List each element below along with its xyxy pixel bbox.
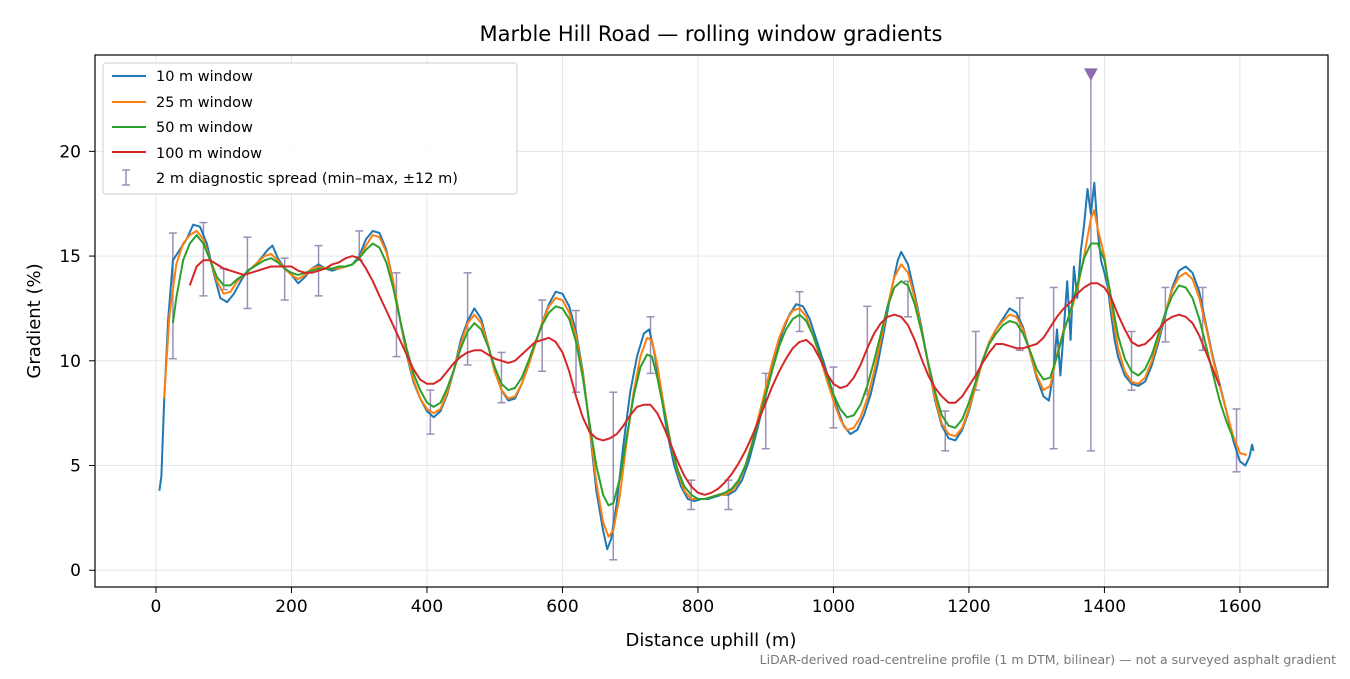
diagnostic-error-bar <box>538 299 547 373</box>
series-line-50m <box>171 234 1235 507</box>
diagnostic-error-bar <box>280 257 289 301</box>
legend-label-100m: 100 m window <box>156 146 262 162</box>
outlier-marker <box>1084 68 1098 81</box>
x-tick-label: 1600 <box>1218 597 1261 617</box>
legend-label-10m: 10 m window <box>156 69 253 85</box>
y-tick-label: 20 <box>59 142 81 162</box>
x-axis-label: Distance uphill (m) <box>626 630 797 651</box>
x-tick-label: 1000 <box>812 597 855 617</box>
diagnostic-error-bar <box>392 272 401 358</box>
legend-label-diagnostic: 2 m diagnostic spread (min–max, ±12 m) <box>156 171 458 187</box>
x-tick-label: 0 <box>151 597 162 617</box>
legend-box <box>102 62 518 195</box>
x-tick-label: 800 <box>682 597 714 617</box>
diagnostic-error-bar <box>1232 408 1241 473</box>
series-line-100m <box>188 255 1221 496</box>
y-axis-label: Gradient (%) <box>24 263 45 378</box>
legend-label-25m: 25 m window <box>156 95 253 111</box>
chart-title: Marble Hill Road — rolling window gradie… <box>480 22 943 46</box>
x-tick-label: 1400 <box>1083 597 1126 617</box>
y-tick-label: 5 <box>70 457 81 477</box>
x-tick-label: 400 <box>411 597 443 617</box>
x-tick-label: 600 <box>546 597 578 617</box>
x-tick-label: 200 <box>275 597 307 617</box>
y-tick-label: 10 <box>59 352 81 372</box>
footnote: LiDAR-derived road-centreline profile (1… <box>760 652 1336 667</box>
y-tick-label: 0 <box>70 561 81 581</box>
legend: 10 m window 25 m window 50 m window 100 … <box>102 62 518 195</box>
axis-ticks: 0 200 400 600 800 1000 1200 1400 1600 0 5 10 15 20 <box>59 142 1261 617</box>
y-tick-label: 15 <box>59 247 81 267</box>
x-tick-label: 1200 <box>947 597 990 617</box>
plot-frame <box>94 54 1329 588</box>
legend-label-50m: 50 m window <box>156 120 253 136</box>
legend-swatch-diagnostic <box>122 169 130 186</box>
diagnostic-error-bar <box>795 290 804 333</box>
series-lines <box>158 68 1255 551</box>
diagnostic-error-bar <box>572 309 581 393</box>
diagnostic-error-bar <box>646 316 655 375</box>
